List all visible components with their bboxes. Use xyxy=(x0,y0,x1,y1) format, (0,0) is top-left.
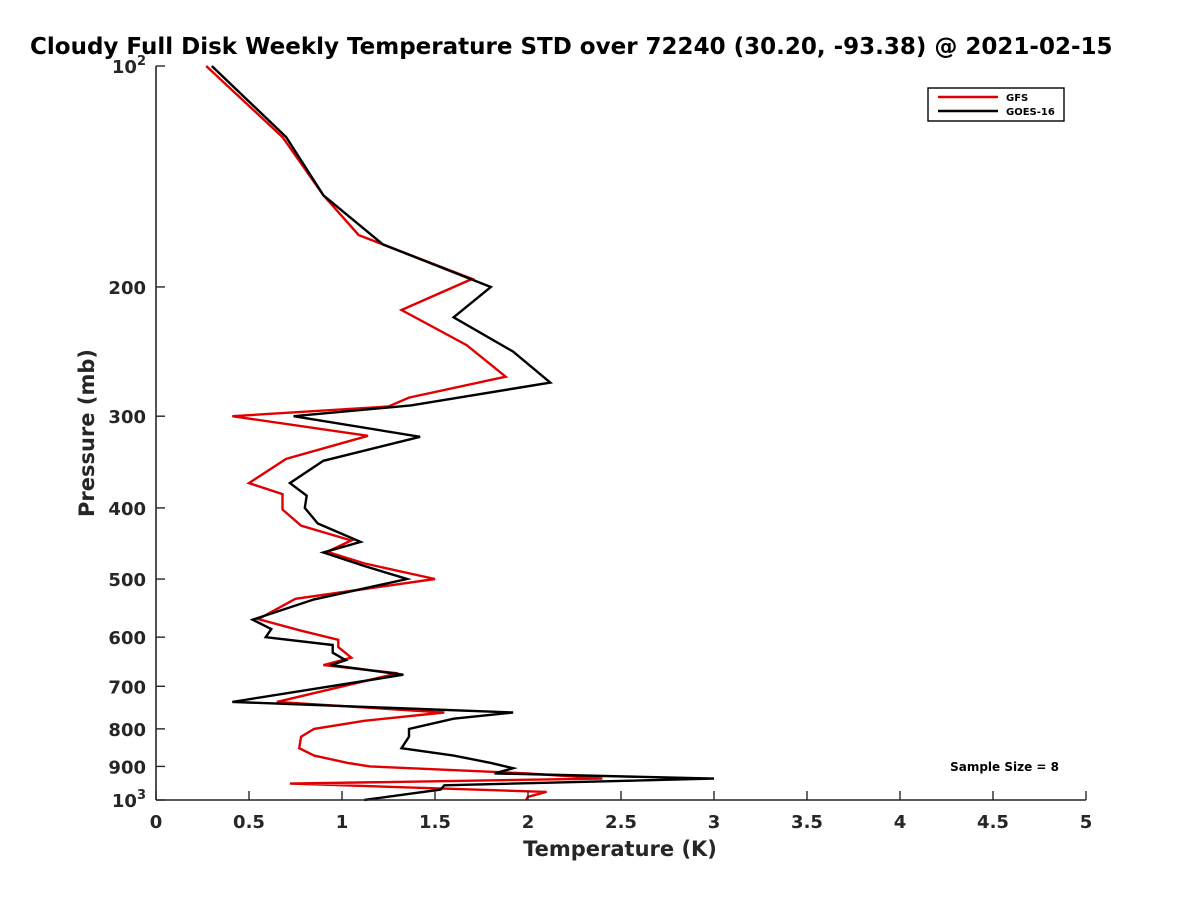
x-tick-label: 4 xyxy=(894,812,907,833)
y-tick-label: 102 xyxy=(112,54,146,78)
x-tick-label: 2 xyxy=(522,812,535,833)
y-tick-label: 800 xyxy=(108,720,146,741)
y-tick-label: 200 xyxy=(108,278,146,299)
x-tick-label: 3 xyxy=(708,812,721,833)
x-tick-label: 3.5 xyxy=(791,812,823,833)
legend-box xyxy=(927,87,1065,122)
x-tick-label: 0 xyxy=(150,812,163,833)
x-tick-label: 5 xyxy=(1080,812,1093,833)
chart-title: Cloudy Full Disk Weekly Temperature STD … xyxy=(30,34,1113,60)
series-layer xyxy=(205,65,715,802)
x-tick-label: 4.5 xyxy=(977,812,1009,833)
x-tick-label: 1 xyxy=(336,812,349,833)
legend-label-goes-16: GOES-16 xyxy=(1006,107,1055,118)
x-tick-label: 2.5 xyxy=(605,812,637,833)
x-tick-label: 0.5 xyxy=(233,812,265,833)
legend: GFS GOES-16 xyxy=(927,87,1065,122)
y-tick-label: 300 xyxy=(108,407,146,428)
axes-layer: 0 0.5 1 1.5 2 2.5 3 3.5 4 4.5 5 102 200 300 400 500 600 7… xyxy=(108,54,1092,833)
series-line-goes-16 xyxy=(210,65,715,802)
x-tick-label: 1.5 xyxy=(419,812,451,833)
y-tick-label: 600 xyxy=(108,628,146,649)
x-axis-label: Temperature (K) xyxy=(523,837,717,861)
y-tick-label: 400 xyxy=(108,499,146,520)
sample-size-annotation: Sample Size = 8 xyxy=(950,760,1059,774)
legend-label-gfs: GFS xyxy=(1006,93,1028,104)
series-line-gfs xyxy=(205,65,603,801)
y-tick-label: 900 xyxy=(108,757,146,778)
y-tick-label: 500 xyxy=(108,570,146,591)
y-tick-label: 700 xyxy=(108,677,146,698)
y-tick-label: 103 xyxy=(112,788,146,812)
y-axis-label: Pressure (mb) xyxy=(75,349,99,517)
